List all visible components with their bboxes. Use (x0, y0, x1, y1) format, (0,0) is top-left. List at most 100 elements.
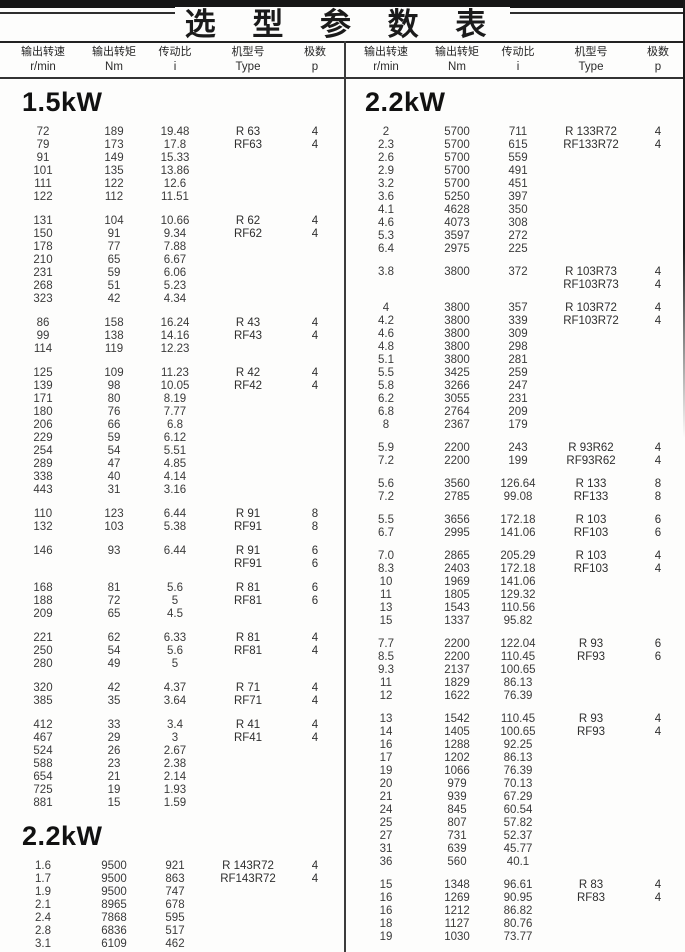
cell-torque: 23 (107, 758, 121, 770)
table-row: 4 3800 357 R 103R72 4 (343, 302, 685, 315)
cell-speed: 4.8 (378, 341, 394, 353)
cell-torque: 3800 (444, 354, 470, 366)
table-row: 2 5700 711 R 133R72 4 (343, 126, 685, 139)
cell-torque: 19 (107, 784, 121, 796)
cell-torque: 35 (107, 695, 121, 707)
cell-poles: 4 (654, 879, 662, 891)
cell-poles: 4 (311, 330, 319, 342)
page-title: 选 型 参 数 表 (0, 7, 685, 42)
cell-type: R 103 (575, 514, 607, 526)
cell-torque: 2785 (444, 491, 470, 503)
cell-poles: 4 (311, 719, 319, 731)
cell-speed: 5.6 (378, 478, 394, 490)
cell-speed: 25 (379, 817, 393, 829)
cell-torque: 47 (107, 458, 121, 470)
cell-ratio: 4.5 (167, 608, 183, 620)
table-row: 86 158 16.24 R 43 4 (0, 317, 342, 330)
table-row: 110 123 6.44 R 91 8 (0, 508, 342, 521)
table-row: 72 189 19.48 R 63 4 (0, 126, 342, 139)
cell-ratio: 372 (508, 266, 528, 278)
cell-torque: 5700 (444, 139, 470, 151)
cell-ratio: 5 (171, 595, 179, 607)
cell-torque: 9500 (101, 873, 127, 885)
cell-poles: 6 (311, 545, 319, 557)
cell-speed: 2.3 (378, 139, 394, 151)
cell-speed: 188 (33, 595, 53, 607)
column-header-unit: r/min (30, 61, 56, 73)
cell-ratio: 281 (508, 354, 528, 366)
cell-ratio: 5.6 (167, 582, 183, 594)
cell-torque: 2764 (444, 406, 470, 418)
cell-torque: 49 (107, 658, 121, 670)
column-header-unit: Type (578, 61, 604, 73)
gearbox-row-group: 168 81 5.6 R 81 6 188 72 5 RF81 6 209 65 4.5 (0, 582, 342, 621)
table-row: 15 1337 95.82 (343, 615, 685, 628)
cell-speed: 178 (33, 241, 53, 253)
title-rule-line (0, 41, 685, 43)
cell-torque: 9500 (101, 886, 127, 898)
cell-torque: 979 (447, 778, 467, 790)
table-row: 31 639 45.77 (343, 843, 685, 856)
cell-speed: 132 (33, 521, 53, 533)
cell-poles: 4 (654, 315, 662, 327)
cell-ratio: 5.6 (167, 645, 183, 657)
cell-torque: 5700 (444, 126, 470, 138)
table-row: 15 1348 96.61 R 83 4 (343, 879, 685, 892)
cell-type: R 103R73 (565, 266, 617, 278)
cell-ratio: 4.37 (163, 682, 187, 694)
cell-speed: 1.9 (35, 886, 51, 898)
header-rule-line (0, 77, 685, 79)
cell-speed: 131 (33, 215, 53, 227)
cell-torque: 1269 (444, 892, 470, 904)
cell-torque: 1202 (444, 752, 470, 764)
table-row: 111 122 12.6 (0, 178, 342, 191)
cell-speed: 338 (33, 471, 53, 483)
cell-torque: 31 (107, 484, 121, 496)
cell-ratio: 309 (508, 328, 528, 340)
cell-speed: 467 (33, 732, 53, 744)
cell-ratio: 45.77 (503, 843, 533, 855)
cell-torque: 639 (447, 843, 467, 855)
cell-torque: 3800 (444, 266, 470, 278)
column-header-speed: 输出转速 r/min (343, 45, 429, 75)
cell-ratio: 205.29 (500, 550, 536, 562)
table-row: 1.6 9500 921 R 143R72 4 (0, 860, 342, 873)
table-row: 280 49 5 (0, 658, 342, 671)
cell-speed: 7.7 (378, 638, 394, 650)
cell-speed: 323 (33, 293, 53, 305)
cell-poles: 4 (311, 139, 319, 151)
cell-type: RF62 (233, 228, 263, 240)
cell-speed: 10 (379, 576, 393, 588)
table-row: 25 807 57.82 (343, 817, 685, 830)
cell-poles: 4 (654, 563, 662, 575)
cell-torque: 3656 (444, 514, 470, 526)
cell-torque: 123 (104, 508, 124, 520)
cell-torque: 1030 (444, 931, 470, 943)
cell-ratio: 100.65 (500, 664, 536, 676)
column-header-torque: 输出转矩 Nm (86, 45, 142, 75)
table-row: 10 1969 141.06 (343, 576, 685, 589)
cell-torque: 3800 (444, 302, 470, 314)
cell-speed: 250 (33, 645, 53, 657)
table-body: 1.5kW 72 189 19.48 R 63 4 79 173 17.8 RF63 4 91 149 1… (0, 79, 685, 952)
cell-torque: 9500 (101, 860, 127, 872)
cell-torque: 1212 (444, 905, 470, 917)
cell-torque: 91 (107, 228, 121, 240)
table-row: 4.1 4628 350 (343, 204, 685, 217)
cell-speed: 36 (379, 856, 393, 868)
table-row: 2.1 8965 678 (0, 899, 342, 912)
table-row: 132 103 5.38 RF91 8 (0, 521, 342, 534)
cell-ratio: 67.29 (503, 791, 533, 803)
cell-poles: 4 (654, 139, 662, 151)
cell-type: RF63 (233, 139, 263, 151)
column-header-label: 极数 (304, 46, 326, 58)
cell-torque: 845 (447, 804, 467, 816)
cell-type: RF43 (233, 330, 263, 342)
cell-type: R 42 (235, 367, 261, 379)
cell-speed: 209 (33, 608, 53, 620)
cell-ratio: 921 (165, 860, 185, 872)
cell-ratio: 209 (508, 406, 528, 418)
cell-torque: 81 (107, 582, 121, 594)
cell-ratio: 1.93 (163, 784, 187, 796)
